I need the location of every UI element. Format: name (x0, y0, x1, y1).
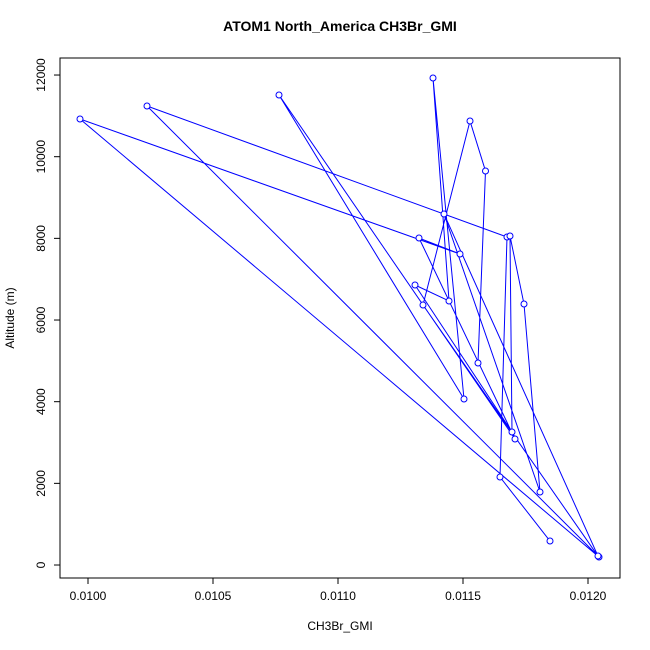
data-point (508, 428, 516, 436)
data-point (445, 297, 453, 305)
data-point (143, 102, 151, 110)
y-tick-label: 8000 (34, 225, 48, 252)
data-point (511, 435, 519, 443)
chart-title: ATOM1 North_America CH3Br_GMI (223, 18, 457, 34)
data-point (536, 488, 544, 496)
data-point (419, 301, 427, 309)
data-point (546, 537, 554, 545)
y-axis-label: Altitude (m) (3, 287, 17, 348)
y-tick-label: 4000 (34, 388, 48, 415)
data-point (482, 167, 489, 175)
data-point (440, 210, 448, 218)
data-point (506, 232, 514, 240)
x-tick-label: 0.0105 (195, 589, 232, 603)
y-tick-label: 12000 (34, 58, 48, 92)
data-point (76, 115, 84, 123)
y-tick-label: 10000 (34, 140, 48, 174)
x-axis-label: CH3Br_GMI (307, 619, 372, 633)
data-point (415, 234, 423, 242)
x-tick-label: 0.0100 (70, 589, 107, 603)
data-point (275, 91, 283, 99)
data-point (466, 117, 474, 125)
y-tick-label: 2000 (34, 470, 48, 497)
y-tick-label: 6000 (34, 306, 48, 333)
data-line (79, 77, 600, 558)
y-tick-label: 0 (34, 561, 48, 568)
data-point (411, 281, 419, 289)
data-point (474, 359, 482, 367)
x-tick-label: 0.0115 (445, 589, 481, 603)
data-point (429, 74, 437, 82)
data-point (460, 395, 468, 403)
x-tick-label: 0.0110 (320, 589, 356, 603)
data-point (496, 473, 504, 481)
plot-frame (59, 57, 621, 579)
x-tick-label: 0.0120 (570, 589, 607, 603)
data-point (456, 250, 464, 258)
data-point (594, 552, 602, 560)
data-point (520, 300, 528, 308)
